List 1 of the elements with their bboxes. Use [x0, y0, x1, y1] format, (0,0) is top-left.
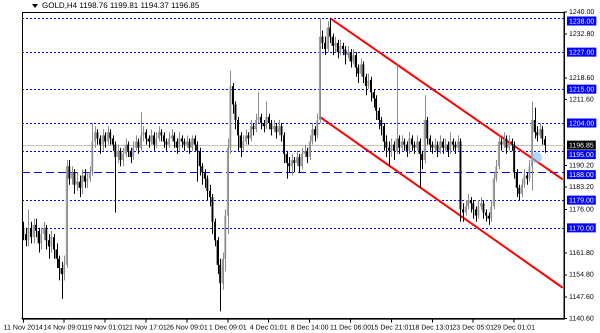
chart-title: GOLD,H4 1198.76 1199.81 1194.37 1196.85: [42, 1, 200, 10]
